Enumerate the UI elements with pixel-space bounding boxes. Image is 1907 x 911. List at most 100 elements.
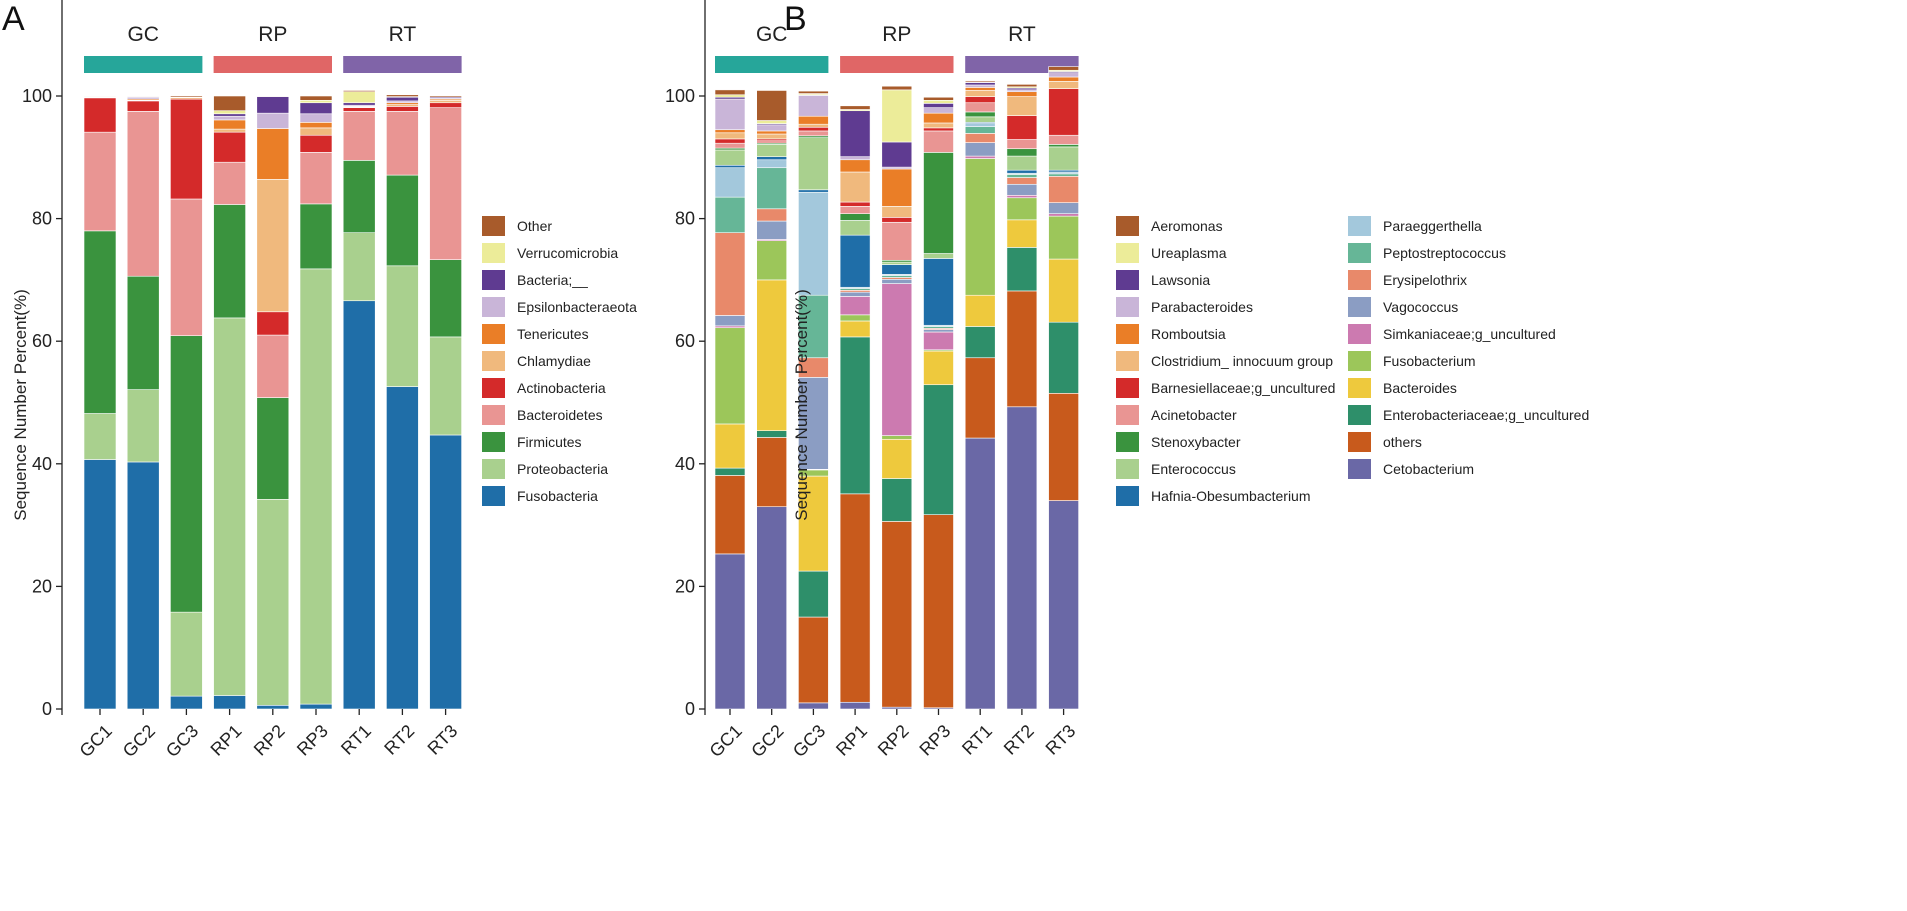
panel-b-bar-rt2-acinetobacter [1006, 139, 1038, 150]
panel-b-bar-rt3-bacteroides [1048, 258, 1079, 323]
panel-a-bar-gc3-firmicutes [170, 335, 203, 613]
panel-b-y-tick-label-20: 20 [675, 576, 695, 596]
panel-a-bar-rp2-epsilonbacteraeota [256, 112, 290, 129]
panel-b-bar-gc1-acinetobacter [714, 142, 746, 149]
panel-a-bar-rp3-actinobacteria [299, 134, 333, 153]
panel-b-x-label-rp3: RP3 [915, 721, 954, 760]
panel-b-bar-gc2-cetobacterium [756, 506, 788, 710]
panel-b-legend-swatch-stenoxybacter [1116, 432, 1139, 452]
panel-b-bar-rt2-aeromonas [1006, 84, 1038, 88]
panel-a-bar-gc1-proteobacteria [83, 413, 117, 460]
panel-b-bar-rp3-others [923, 514, 954, 709]
panel-b-bar-gc3-barnesiellaceae-g-uncultured [798, 126, 829, 132]
panel-b-y-tick-label-0: 0 [685, 699, 695, 719]
panel-b-bar-rp1-bacteroides [839, 320, 871, 338]
panel-b-legend-label-simkaniaceae-g-uncultured: Simkaniaceae;g_uncultured [1383, 326, 1556, 342]
panel-b-legend-swatch-paraeggerthella [1348, 216, 1371, 236]
panel-a-x-label-gc3: GC3 [162, 721, 202, 761]
panel-a-bar-rp1-chlamydiae [213, 128, 246, 133]
panel-a-bar-rp1-proteobacteria [213, 317, 246, 696]
panel-b-bar-gc2-acinetobacter [756, 140, 788, 144]
panel-a-bar-rt3-other [429, 95, 462, 98]
panel-b-bar-gc3-romboutsia [798, 115, 829, 125]
panel-b-bar-rt3-enterobacteriaceae-g-uncultured [1048, 321, 1079, 394]
panel-b-bar-gc1-paraeggerthella [714, 167, 746, 198]
panel-b-bar-rt1-romboutsia [964, 87, 996, 91]
panel-a-bar-gc3-other [170, 95, 203, 98]
panel-b-bar-rp1-aeromonas [839, 105, 871, 110]
panel-b-bar-rp1-enterobacteriaceae-g-uncultured [839, 336, 871, 495]
panel-b-bar-rt2-romboutsia [1006, 91, 1038, 97]
panel-b-group-label-gc: GC [756, 23, 788, 46]
panel-b-legend-swatch-cetobacterium [1348, 459, 1371, 479]
panel-b-legend-swatch-acinetobacter [1116, 405, 1139, 425]
panel-a-bar-gc3-proteobacteria [170, 611, 203, 697]
panel-a-y-axis-title: Sequence Number Percent(%) [11, 289, 30, 521]
panel-b-bar-rt1-enterobacteriaceae-g-uncultured [964, 326, 996, 359]
panel-b-bar-gc1-cetobacterium [714, 553, 746, 710]
panel-a-y-tick-label-0: 0 [42, 699, 52, 719]
panel-b-legend-label-acinetobacter: Acinetobacter [1151, 407, 1237, 423]
panel-b-legend-swatch-others [1348, 432, 1371, 452]
panel-b-legend: Aeromonas Ureaplasma Lawsonia Parabacteroid… [1116, 216, 1589, 506]
panel-a-bar-rp2-firmicutes [256, 397, 290, 500]
panel-a-legend-swatch-chlamydiae [482, 351, 505, 371]
panel-b-bar-rt3-cetobacterium [1048, 500, 1079, 710]
panel-a-y-tick-label-100: 100 [22, 86, 52, 106]
panel-b-bar-gc2-hafnia-obesumbacterium [756, 156, 788, 161]
panel-a-bar-rp3-chlamydiae [299, 127, 333, 136]
panel-b-bar-rp1-lawsonia [839, 110, 871, 157]
panel-b-group-bar-gc [715, 56, 829, 73]
panel-a-bar-gc1-firmicutes [83, 230, 117, 414]
panel-b-legend-label-vagococcus: Vagococcus [1383, 299, 1458, 315]
panel-b-legend-label-romboutsia: Romboutsia [1151, 326, 1226, 342]
panel-b-legend-swatch-peptostreptococcus [1348, 243, 1371, 263]
panel-b-bar-rp2-enterococcus [881, 261, 913, 265]
panel-b-bar-gc1-fusobacterium [714, 327, 746, 425]
panel-a-bar-gc3-bacteroidetes [170, 198, 203, 336]
panel-b-legend-swatch-lawsonia [1116, 270, 1139, 290]
panel-a-bar-rp2-bacteroidetes [256, 334, 290, 398]
panel-a-bar-gc2-other [126, 95, 160, 97]
panel-b-bar-rt2-stenoxybacter [1006, 148, 1038, 157]
panel-b-x-label-gc2: GC2 [747, 721, 787, 761]
panel-b-bar-rp2-lawsonia [881, 141, 913, 168]
panel-b-bar-gc1-enterococcus [714, 149, 746, 166]
panel-b-bar-gc1-barnesiellaceae-g-uncultured [714, 138, 746, 144]
panel-b-bar-rp3-barnesiellaceae-g-uncultured [923, 127, 954, 132]
panel-a-legend-swatch-bacteroidetes [482, 405, 505, 425]
panel-b-bar-gc2-romboutsia [756, 130, 788, 135]
panel-a-bar-rt1-bacteria- [342, 102, 376, 106]
panel-b-bar-rt1-peptostreptococcus [964, 126, 996, 134]
panel-b-bar-gc2-peptostreptococcus [756, 167, 788, 210]
panel-a-bar-rp1-actinobacteria [213, 131, 246, 163]
panel-b-bar-gc2-ureaplasma [756, 120, 788, 124]
panel-b-bar-gc3-enterobacteriaceae-g-uncultured [798, 570, 829, 618]
panel-b-legend-swatch-hafnia-obesumbacterium [1116, 486, 1139, 506]
panel-b-legend-label-cetobacterium: Cetobacterium [1383, 461, 1474, 477]
panel-a-bar-rp3-verrucomicrobia [299, 99, 333, 104]
panel-b-x-label-rt3: RT3 [1042, 721, 1080, 759]
panel-a-y-tick-label-20: 20 [32, 576, 52, 596]
panel-a-legend-swatch-other [482, 216, 505, 236]
panel-b-bar-rt1-acinetobacter [964, 102, 996, 113]
panel-a-bar-gc3-actinobacteria [170, 98, 203, 200]
panel-a-bar-rp2-tenericutes [256, 128, 290, 180]
panel-a-legend-swatch-fusobacteria [482, 486, 505, 506]
panel-b-legend-swatch-vagococcus [1348, 297, 1371, 317]
panel-b-bar-rt1-vagococcus [964, 142, 996, 157]
panel-b-bar-rp1-parabacteroides [839, 156, 871, 161]
panel-a-bar-rp3-proteobacteria [299, 268, 333, 705]
panel-a-legend-label-bacteroidetes: Bacteroidetes [517, 407, 603, 423]
panel-b-bar-gc1-vagococcus [714, 315, 746, 327]
panel-a-group-bar-rp [213, 56, 332, 73]
panel-b-group-label-rt: RT [1008, 23, 1036, 46]
panel-a-bar-rt2-other [386, 94, 419, 97]
panel-b-bar-rp2-enterobacteriaceae-g-uncultured [881, 478, 913, 522]
panel-b-y-tick-label-40: 40 [675, 454, 695, 474]
panel-a-bar-rp1-firmicutes [213, 204, 246, 319]
panel-a-bar-gc2-firmicutes [126, 275, 160, 390]
panel-a-bar-rp2-bacteria- [256, 96, 290, 114]
panel-b-bar-gc1-ureaplasma [714, 94, 746, 98]
panel-a-bar-rp2-chlamydiae [256, 179, 290, 313]
